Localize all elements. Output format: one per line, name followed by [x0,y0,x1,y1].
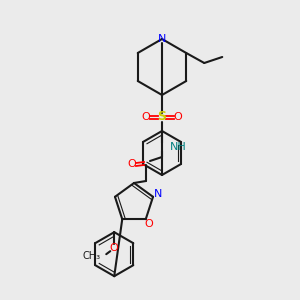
Text: O: O [144,219,153,229]
Text: S: S [158,110,166,124]
Text: N: N [154,189,162,199]
Text: NH: NH [170,142,187,152]
Text: N: N [158,34,166,44]
Text: O: O [128,159,136,169]
Text: O: O [110,243,118,253]
Text: O: O [142,112,150,122]
Text: O: O [174,112,182,122]
Text: CH₃: CH₃ [82,251,100,261]
